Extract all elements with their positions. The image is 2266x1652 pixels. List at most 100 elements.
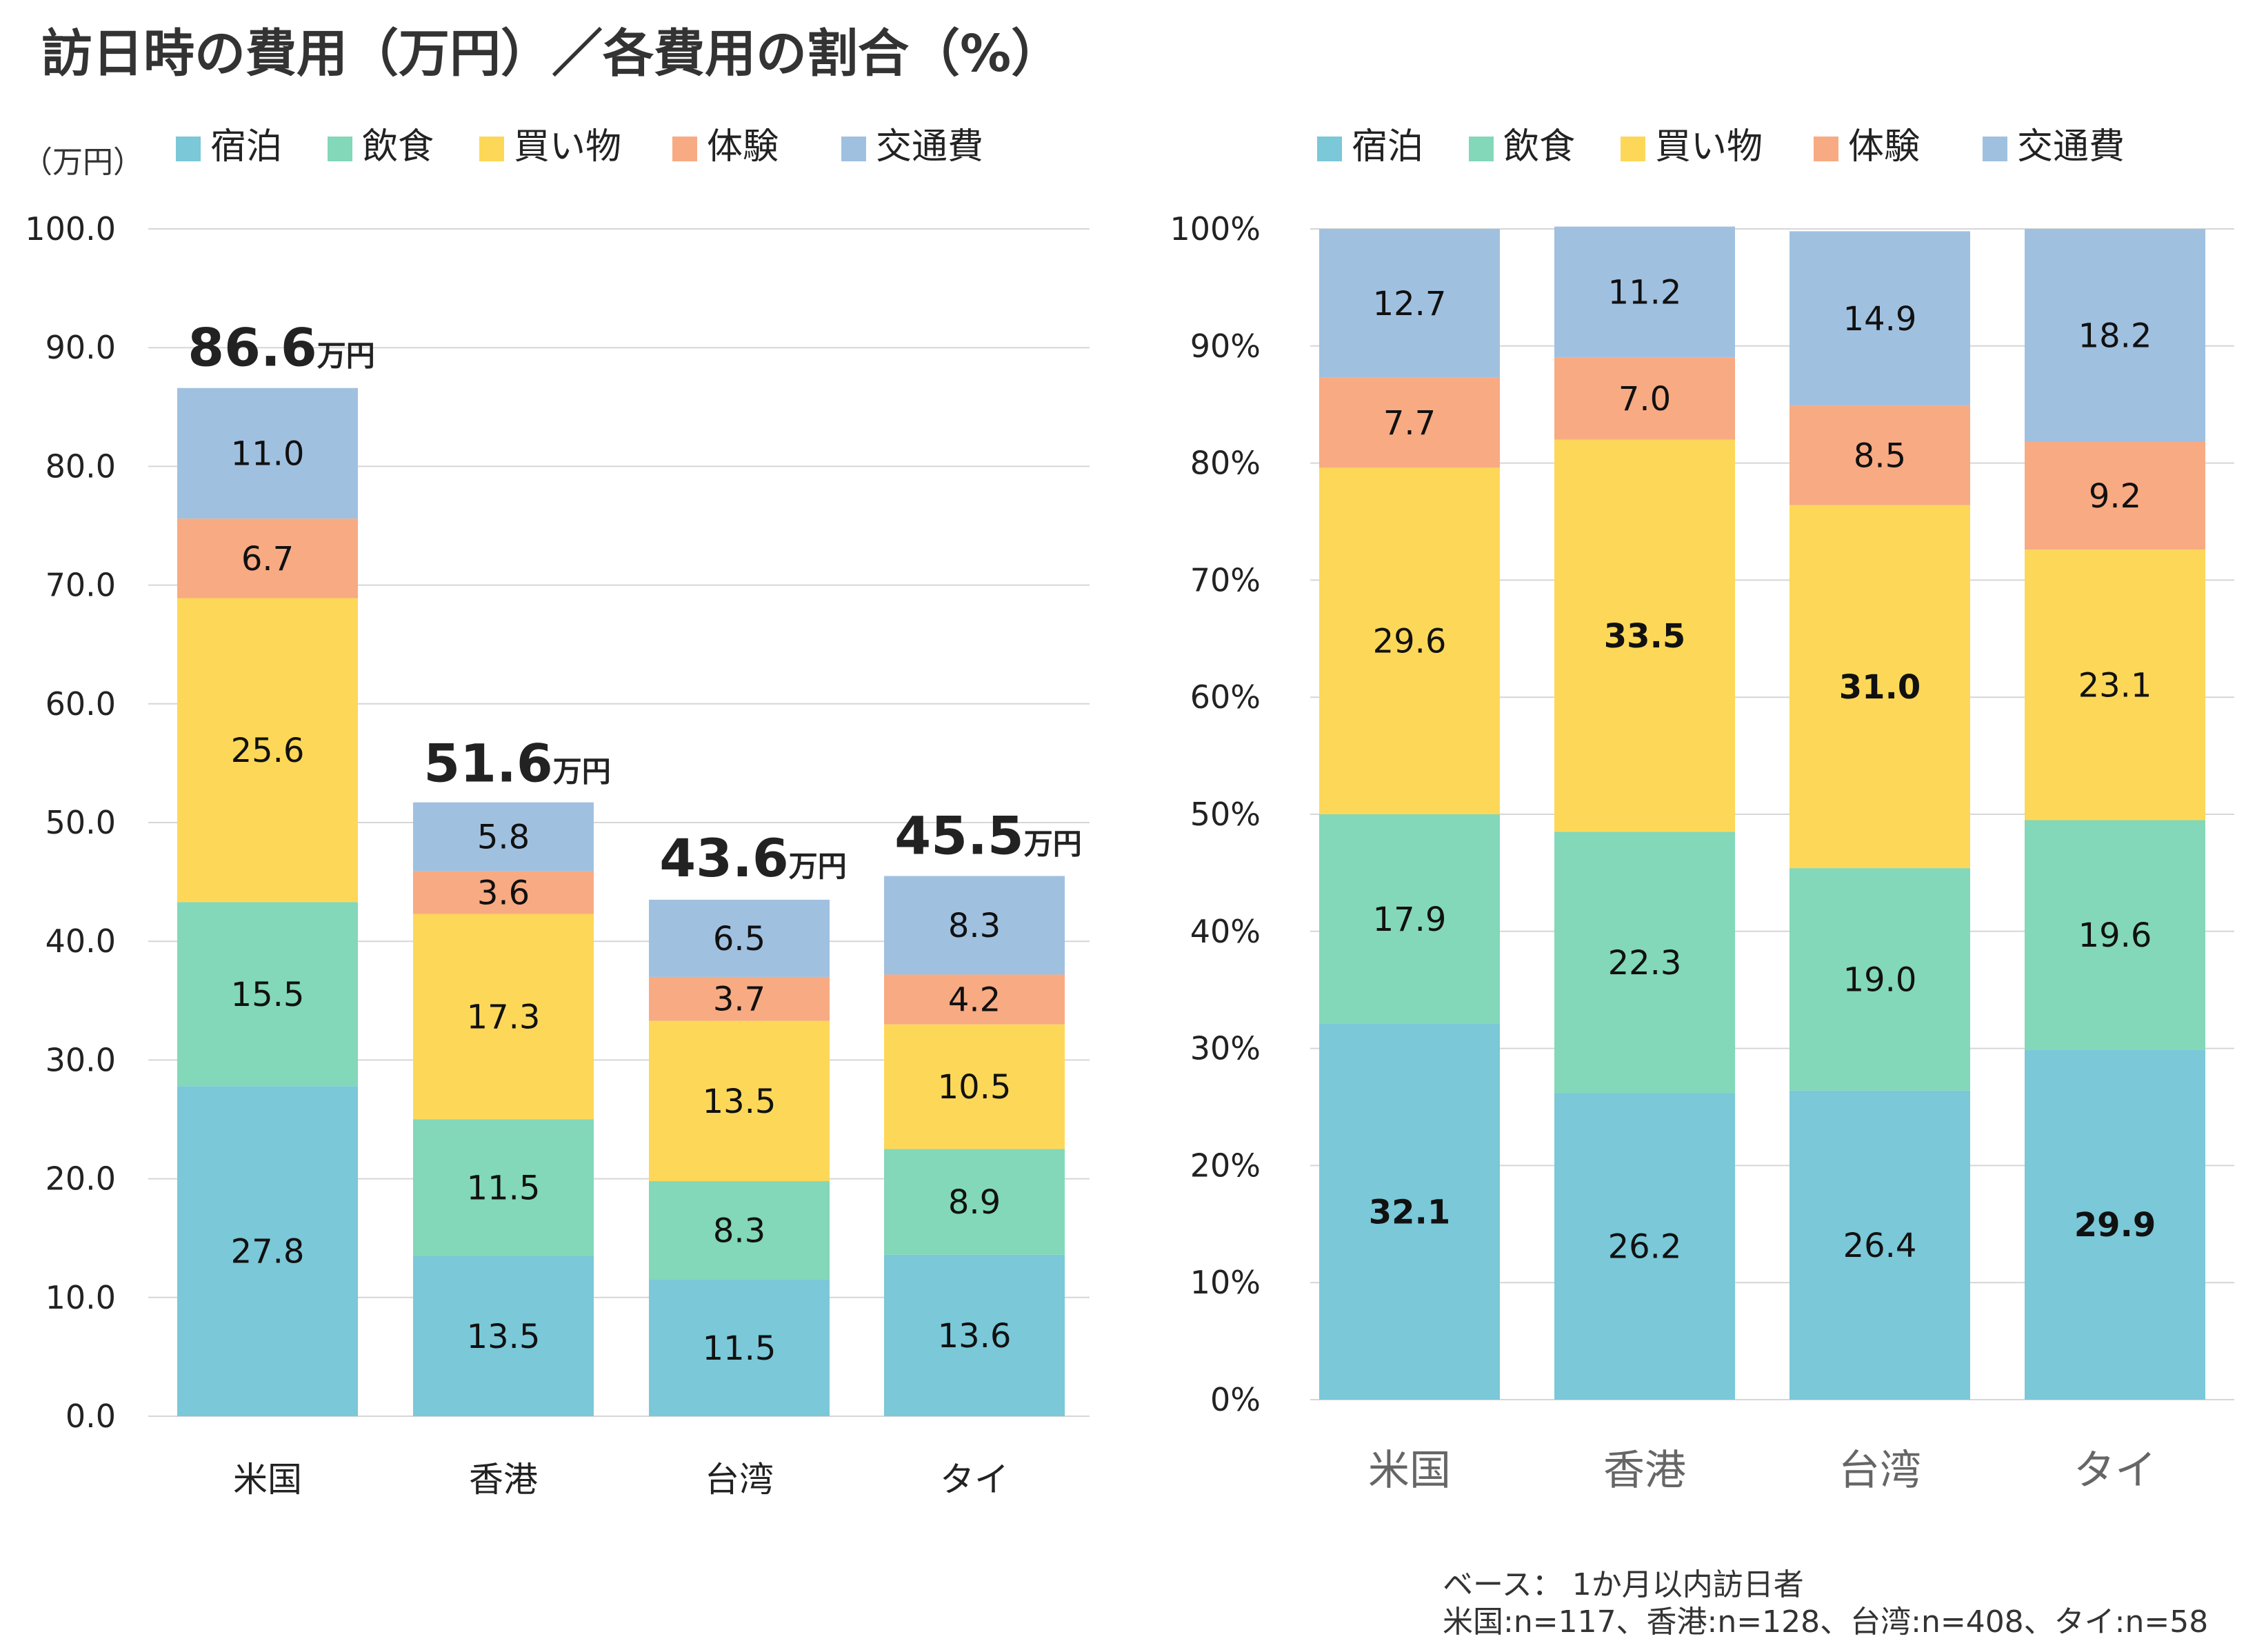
data-label: 6.5	[713, 920, 765, 958]
bar-segment	[1319, 377, 1500, 468]
data-label: 18.2	[2078, 317, 2152, 356]
bar-segment	[649, 976, 830, 1021]
bar-segment	[649, 1020, 830, 1182]
y-tick-label: 60%	[1190, 678, 1261, 716]
data-label: 17.9	[1373, 900, 1447, 939]
y-tick-label: 60.0	[46, 685, 116, 723]
total-label: 43.6万円	[659, 827, 847, 889]
absolute-cost-chart: （万円） 0.0 10.0 20.0 30.0 40.0 50.0 60.0 70.0 80.0 9…	[22, 126, 1090, 1500]
data-label: 22.3	[1608, 944, 1682, 983]
data-label: 13.5	[703, 1082, 776, 1121]
bar-segment	[884, 876, 1065, 975]
data-label: 8.9	[948, 1183, 1001, 1222]
legend-label: 宿泊	[1352, 126, 1423, 168]
y-tick-label: 70%	[1190, 561, 1261, 598]
legend-swatch	[1621, 137, 1645, 161]
legend-swatch	[1814, 137, 1838, 161]
y-tick-label: 30%	[1190, 1030, 1261, 1067]
data-label: 12.7	[1373, 285, 1447, 323]
data-label: 15.5	[231, 976, 305, 1014]
data-label: 8.3	[948, 907, 1001, 945]
y-tick-label: 20%	[1190, 1147, 1261, 1184]
bar-segment	[2025, 550, 2205, 820]
data-label: 23.1	[2078, 666, 2152, 705]
y-tick-label: 10.0	[46, 1279, 116, 1316]
legend-swatch	[1983, 137, 2007, 161]
bar-segment	[1789, 868, 1970, 1091]
total-label: 45.5万円	[894, 805, 1082, 866]
data-label: 8.5	[1854, 437, 1906, 476]
legend-swatch	[479, 137, 504, 161]
data-label: 4.2	[948, 981, 1001, 1020]
category-label: タイ	[940, 1460, 1009, 1500]
y-tick-label: 40%	[1190, 913, 1261, 950]
bar-segment	[884, 1254, 1065, 1416]
bar-segment	[1554, 439, 1735, 832]
category-label: 香港	[1603, 1447, 1686, 1495]
y-tick-label: 20.0	[46, 1160, 116, 1198]
legend-swatch	[672, 137, 697, 161]
data-label: 27.8	[231, 1233, 305, 1271]
bar-segment	[649, 1181, 830, 1280]
footnote-base: ベース： 1か月以内訪日者	[1443, 1567, 1804, 1602]
category-label: 米国	[233, 1460, 302, 1500]
data-label: 14.9	[1843, 300, 1917, 339]
data-label: 10.5	[938, 1068, 1012, 1107]
bar-segment	[413, 914, 594, 1120]
legend-label: 交通費	[2017, 126, 2125, 168]
data-label: 26.2	[1608, 1228, 1682, 1267]
y-axis-unit-label: （万円）	[22, 145, 143, 180]
data-label: 7.7	[1383, 404, 1436, 443]
data-label: 9.2	[2089, 477, 2141, 516]
bar-segment	[2025, 1049, 2205, 1400]
data-label: 7.0	[1618, 380, 1671, 419]
y-tick-label: 80%	[1190, 445, 1261, 482]
y-tick-label: 50.0	[46, 804, 116, 841]
legend-swatch	[328, 137, 352, 161]
bar-segment	[1554, 832, 1735, 1094]
legend-swatch	[1317, 137, 1342, 161]
data-label: 31.0	[1839, 668, 1921, 707]
category-label: 米国	[1368, 1447, 1451, 1495]
data-label: 17.3	[467, 998, 541, 1037]
y-tick-label: 90%	[1190, 328, 1261, 365]
data-label: 13.6	[938, 1317, 1012, 1356]
data-label: 26.4	[1843, 1227, 1917, 1265]
data-label: 11.5	[467, 1169, 541, 1208]
bar-segment	[2025, 229, 2205, 443]
y-tick-label: 70.0	[46, 567, 116, 604]
bar-segment	[177, 518, 358, 598]
data-label: 29.6	[1373, 623, 1447, 661]
legend-label: 宿泊	[210, 126, 282, 168]
legend-swatch	[176, 137, 201, 161]
total-label: 86.6万円	[188, 317, 375, 379]
bar-segment	[413, 1256, 594, 1416]
data-label: 25.6	[231, 732, 305, 770]
bar-segment	[1789, 1090, 1970, 1400]
legend-label: 体験	[707, 126, 779, 168]
bar-segment	[1319, 467, 1500, 814]
legend-label: 体験	[1848, 126, 1920, 168]
bar-segment	[177, 387, 358, 519]
bar-segment	[649, 899, 830, 977]
data-label: 8.3	[713, 1212, 765, 1251]
y-tick-label: 100%	[1170, 210, 1261, 248]
bar-segment	[177, 598, 358, 903]
bar-segment	[649, 1279, 830, 1416]
y-tick-label: 50%	[1190, 796, 1261, 833]
data-label: 11.0	[231, 434, 305, 473]
share-percent-chart: 0% 10% 20% 30% 40% 50% 60% 70% 80% 90% 100% 32.1 17.…	[1170, 126, 2234, 1495]
data-label: 19.6	[2078, 916, 2152, 955]
y-tick-label: 0%	[1210, 1381, 1261, 1418]
data-label: 13.5	[467, 1318, 541, 1356]
data-label: 3.7	[713, 980, 765, 1019]
data-label: 32.1	[1369, 1193, 1450, 1231]
bar-segment	[2025, 820, 2205, 1050]
legend-label: 交通費	[876, 126, 983, 168]
data-label: 19.0	[1843, 960, 1917, 999]
y-tick-label: 100.0	[25, 210, 116, 248]
bar-segment	[1554, 226, 1735, 358]
bar-segment	[884, 1149, 1065, 1255]
data-label: 3.6	[477, 874, 530, 913]
data-label: 33.5	[1604, 617, 1685, 656]
